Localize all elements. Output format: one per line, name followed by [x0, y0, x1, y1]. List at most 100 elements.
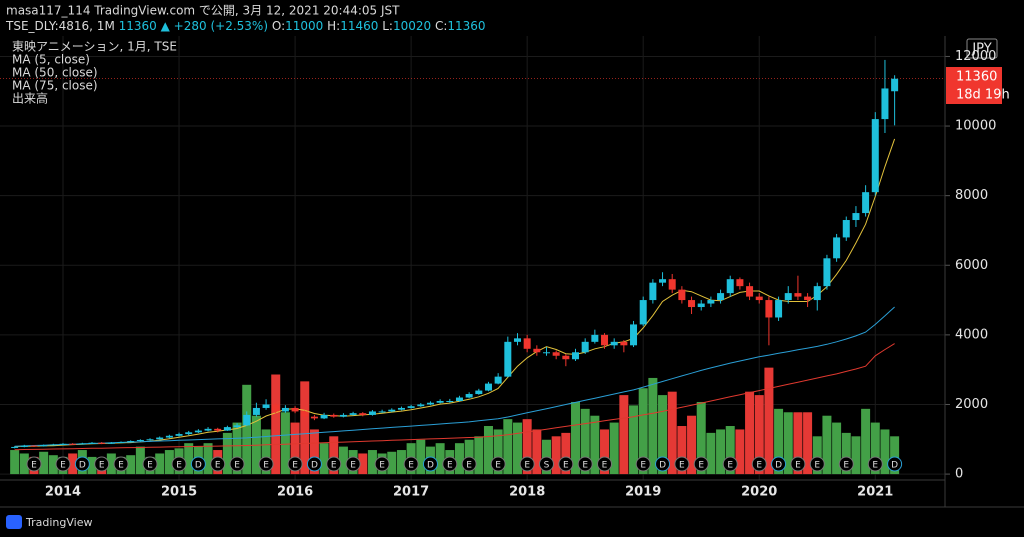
candle-body — [871, 119, 879, 193]
volume-bar — [774, 408, 784, 475]
candle-body — [552, 352, 560, 356]
event-label: E — [118, 461, 124, 471]
event-marker — [326, 456, 342, 472]
event-label: E — [466, 461, 472, 471]
volume-bar — [493, 429, 503, 475]
event-marker — [55, 456, 71, 472]
candle-body — [775, 300, 783, 318]
volume-bar — [358, 453, 368, 475]
volume-bar — [454, 443, 464, 475]
volume-bar — [290, 422, 300, 475]
event-label: E — [679, 461, 685, 471]
event-label: E — [60, 461, 66, 471]
volume-bar — [164, 450, 174, 475]
candle-body — [301, 411, 309, 417]
volume-bar — [222, 432, 232, 475]
event-label: E — [447, 461, 453, 471]
event-marker — [374, 456, 390, 472]
volume-bar — [503, 419, 513, 475]
volume-bar — [609, 422, 619, 475]
candle-body — [436, 400, 444, 403]
candle-body — [649, 282, 657, 301]
candle-body — [523, 338, 531, 349]
candle-body — [320, 414, 328, 419]
candle-body — [136, 439, 144, 442]
volume-bar — [10, 450, 20, 475]
candle-body — [755, 296, 763, 301]
candle-body — [49, 444, 57, 446]
volume-bar — [474, 436, 484, 475]
volume-bar — [571, 401, 581, 475]
candle-body — [591, 334, 599, 342]
volume-bar — [261, 429, 271, 475]
volume-bar — [106, 453, 116, 475]
candle-body — [69, 443, 77, 445]
countdown: 18d 19h — [956, 88, 1010, 103]
candle-body — [407, 406, 415, 408]
x-tick-label: 2017 — [393, 485, 429, 500]
candle-body — [388, 409, 396, 412]
candle-body — [678, 289, 686, 301]
event-label: E — [147, 461, 153, 471]
event-marker — [838, 456, 854, 472]
volume-bar — [329, 436, 339, 475]
currency-badge[interactable] — [966, 38, 998, 59]
event-label: E — [176, 461, 182, 471]
candle-body — [78, 443, 86, 445]
event-label: D — [195, 461, 202, 471]
event-marker — [74, 456, 90, 472]
ma-line — [14, 306, 895, 447]
event-label: D — [311, 461, 318, 471]
y-tick-label: 10000 — [955, 119, 996, 134]
event-label: E — [795, 461, 801, 471]
candle-body — [107, 442, 115, 444]
event-label: D — [79, 461, 86, 471]
candle-body — [252, 407, 260, 415]
event-marker — [171, 456, 187, 472]
candle-body — [272, 404, 280, 412]
candle-body — [484, 383, 492, 391]
candle-body — [20, 445, 28, 447]
volume-bar — [551, 436, 561, 475]
candle-body — [359, 413, 367, 415]
y-tick-label: 4000 — [955, 327, 988, 342]
volume-bar — [687, 415, 697, 475]
candle-body — [310, 416, 318, 419]
volume-bar — [822, 415, 832, 475]
y-tick-label: 12000 — [955, 49, 996, 64]
candle-body — [339, 414, 347, 417]
event-label: E — [99, 461, 105, 471]
candle-body — [223, 427, 231, 431]
event-label: E — [563, 461, 569, 471]
last-price-badge — [946, 67, 1002, 104]
close: 11360 — [447, 19, 485, 33]
volume-bar — [512, 422, 522, 475]
event-label: E — [640, 461, 646, 471]
volume-bar — [126, 455, 136, 475]
candle-body — [88, 442, 96, 444]
event-marker — [306, 456, 322, 472]
candle-body — [746, 286, 754, 297]
event-label: E — [379, 461, 385, 471]
volume-bar — [793, 412, 803, 475]
volume-bar — [861, 408, 871, 475]
candle-body — [668, 279, 676, 290]
volume-bar — [638, 388, 648, 475]
volume-bar — [435, 443, 445, 475]
candle-body — [11, 446, 19, 448]
volume-bar — [68, 453, 78, 475]
candle-body — [368, 411, 376, 415]
event-label: E — [524, 461, 530, 471]
volume-bar — [387, 451, 397, 475]
candle-body — [533, 348, 541, 353]
candle-body — [804, 296, 812, 301]
brand-logo — [6, 515, 22, 529]
symbol: TSE_DLY:4816, 1M — [5, 19, 115, 33]
event-label: S — [544, 461, 550, 471]
event-marker — [655, 456, 671, 472]
volume-bar — [851, 436, 861, 475]
candle-body — [185, 432, 193, 435]
candle-body — [891, 78, 899, 92]
x-tick-label: 2014 — [45, 485, 81, 500]
candle-body — [572, 352, 580, 360]
